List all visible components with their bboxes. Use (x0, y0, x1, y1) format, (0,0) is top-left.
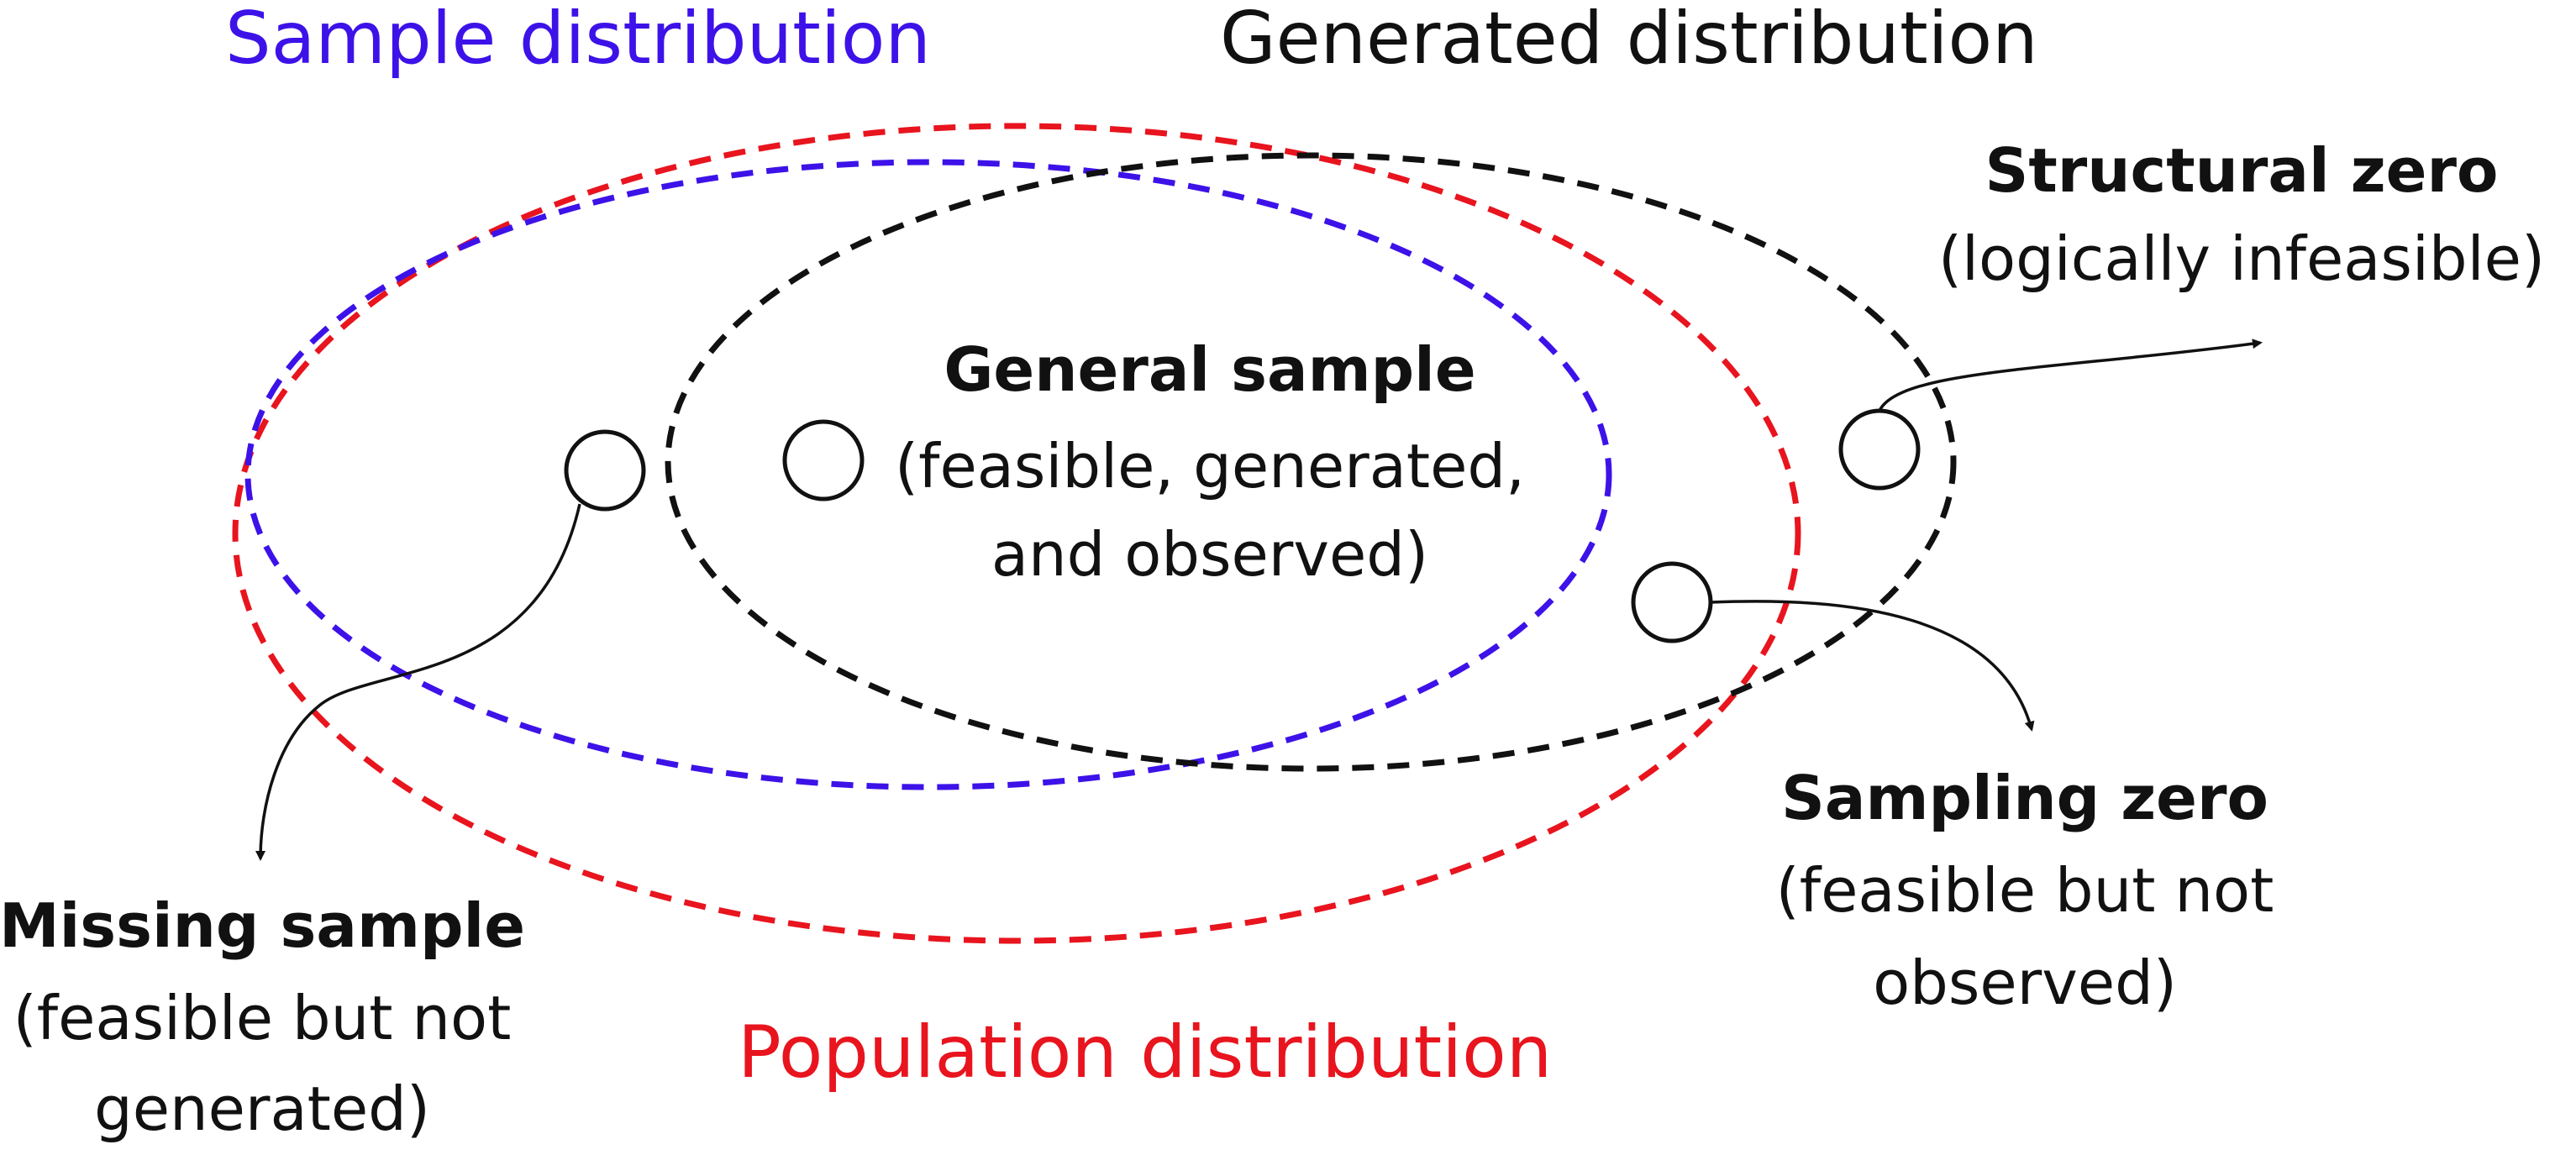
general-sample-title: General sample (944, 334, 1475, 405)
sampling-zero-desc-line1: (feasible but not (1776, 855, 2274, 926)
general-sample-desc-line2: and observed) (991, 519, 1428, 590)
general-sample-point (782, 419, 865, 501)
structural-zero-arrow (1878, 339, 2263, 412)
missing-sample-desc-line2: generated) (94, 1074, 430, 1144)
missing-sample-arrow (255, 503, 581, 861)
structural-zero-desc-line1: (logically infeasible) (1938, 223, 2545, 294)
structural-zero-point (1838, 408, 1921, 491)
generated-distribution-ellipse (665, 152, 1957, 772)
population-distribution-ellipse (232, 123, 1801, 944)
sampling-zero-desc-line2: observed) (1873, 948, 2177, 1018)
sampling-zero-arrow (1710, 600, 2035, 732)
missing-sample-desc-line1: (feasible but not (13, 983, 512, 1053)
sample-distribution-ellipse (244, 159, 1612, 790)
sampling-zero-point (1631, 561, 1713, 643)
general-sample-desc-line1: (feasible, generated, (895, 431, 1525, 501)
sampling-zero-title: Sampling zero (1781, 763, 2268, 833)
missing-sample-title: Missing sample (0, 890, 525, 961)
population-distribution-title: Population distribution (738, 1011, 1552, 1095)
missing-sample-point (564, 429, 646, 512)
structural-zero-title: Structural zero (1985, 135, 2499, 206)
generated-distribution-title: Generated distribution (1220, 0, 2038, 81)
sample-distribution-title: Sample distribution (225, 0, 931, 81)
